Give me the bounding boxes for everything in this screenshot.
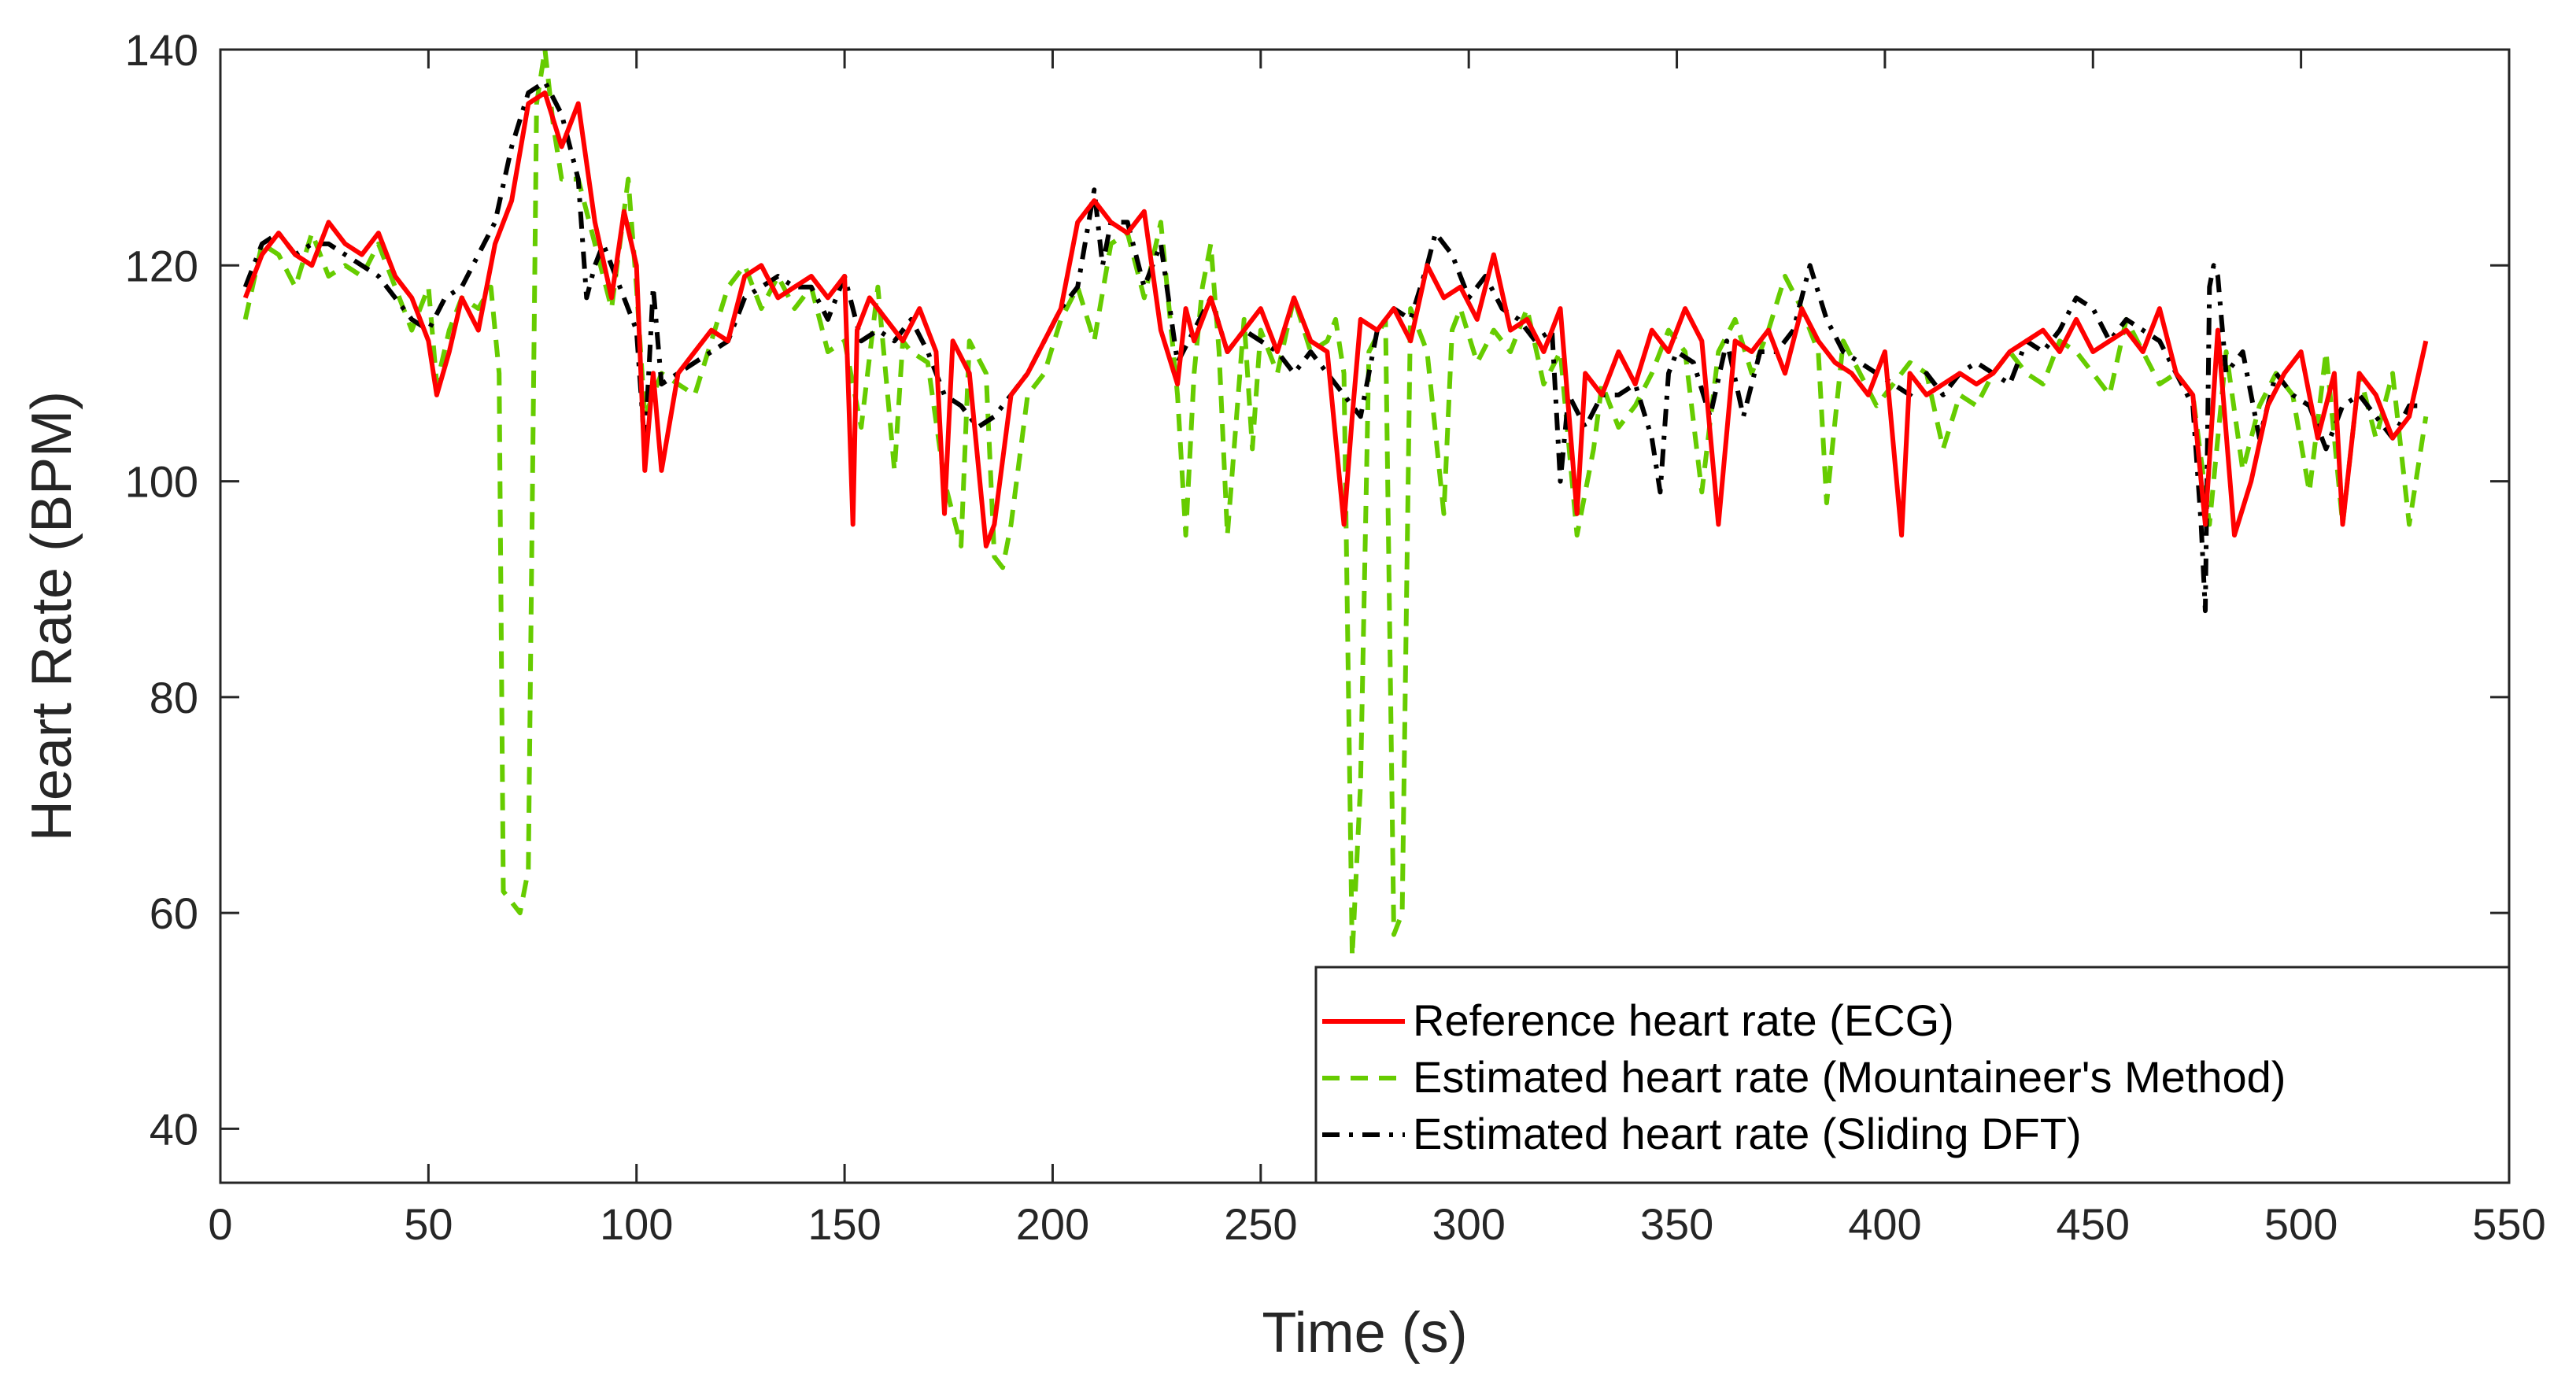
legend-label-2: Estimated heart rate (Mountaineer's Meth… — [1413, 1052, 2286, 1102]
x-tick-label: 250 — [1224, 1199, 1297, 1249]
y-tick-label: 100 — [125, 457, 198, 507]
series-line-2 — [242, 47, 2429, 958]
x-tick-label: 550 — [2472, 1199, 2545, 1249]
x-tick-label: 100 — [600, 1199, 673, 1249]
x-axis-label: Time (s) — [1262, 1302, 1467, 1365]
legend-label-1: Reference heart rate (ECG) — [1413, 995, 1954, 1045]
x-tick-label: 50 — [404, 1199, 453, 1249]
y-tick-label: 60 — [150, 888, 198, 938]
y-tick-label: 120 — [125, 241, 198, 290]
x-tick-label: 200 — [1016, 1199, 1089, 1249]
y-tick-label: 140 — [125, 25, 198, 75]
x-tick-label: 0 — [208, 1199, 232, 1249]
y-tick-label: 80 — [150, 673, 198, 722]
x-tick-label: 300 — [1432, 1199, 1505, 1249]
x-tick-label: 500 — [2264, 1199, 2338, 1249]
tick-layer: 0 50 100 150 200 250 300 350 400 450 500 550 40 60 80 1… — [125, 25, 2546, 1249]
legend-entries: Reference heart rate (ECG) Estimated hear… — [1322, 995, 2286, 1158]
series-line-1 — [242, 90, 2429, 548]
series-layer — [242, 47, 2429, 958]
x-tick-label: 400 — [1848, 1199, 1921, 1249]
legend: Reference heart rate (ECG) Estimated hear… — [1314, 966, 2511, 1184]
x-tick-label: 450 — [2057, 1199, 2130, 1249]
y-axis-label: Heart Rate (BPM) — [20, 391, 83, 841]
legend-box — [1314, 966, 2511, 1184]
y-tick-label: 40 — [150, 1104, 198, 1154]
legend-label-3: Estimated heart rate (Sliding DFT) — [1413, 1109, 2082, 1158]
x-tick-label: 350 — [1640, 1199, 1713, 1249]
x-tick-label: 150 — [808, 1199, 881, 1249]
